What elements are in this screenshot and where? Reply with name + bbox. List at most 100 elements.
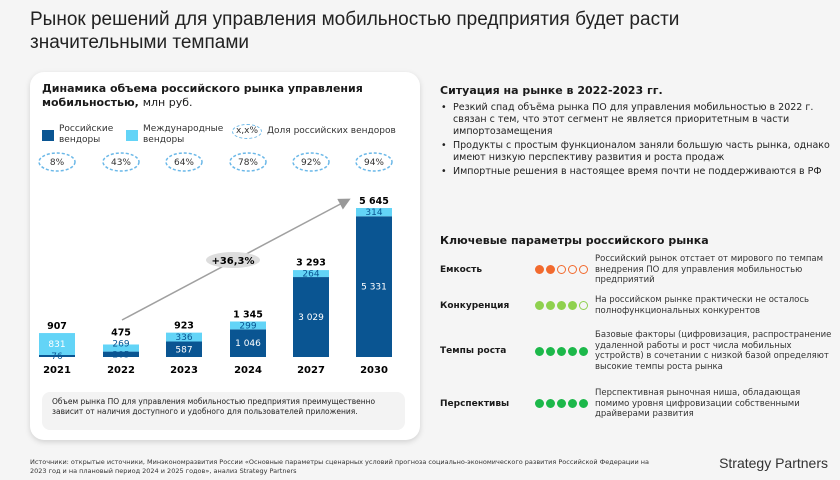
value-russian: 3 029 <box>298 313 324 323</box>
param-text: Перспективная рыночная ниша, обладающая … <box>595 388 801 419</box>
share-pill <box>102 152 140 172</box>
value-total: 3 293 <box>296 258 326 269</box>
bar-international <box>230 321 266 330</box>
param-rating <box>535 301 595 310</box>
share-pill <box>165 152 203 172</box>
value-russian: 76 <box>51 352 63 362</box>
rating-dot <box>568 346 577 356</box>
rating-dot <box>535 346 544 356</box>
param-rating <box>535 399 595 409</box>
param-row: Емкость Российский рынок отстает от миров… <box>440 254 835 286</box>
rating-dot <box>535 301 544 310</box>
rating-dot <box>546 346 555 356</box>
legend-international: Международные вендоры <box>143 124 224 145</box>
rating-dot <box>535 399 544 409</box>
value-total: 1 345 <box>233 309 263 320</box>
value-international: 831 <box>48 340 65 350</box>
share-pill <box>355 152 393 172</box>
bar-russian <box>166 341 202 357</box>
value-russian: 1 046 <box>235 339 261 349</box>
cagr-label: +36,3% <box>211 256 254 267</box>
value-total: 5 645 <box>359 196 389 207</box>
slide-title: Рынок решений для управления мобильность… <box>30 9 680 53</box>
bar-russian <box>230 329 266 357</box>
share-label: 92% <box>301 158 321 168</box>
rating-dot <box>568 265 577 275</box>
value-russian: 205 <box>112 350 129 360</box>
sources: Источники: открытые источники, Минэконом… <box>30 458 650 475</box>
year-label: 2021 <box>43 365 71 376</box>
rating-dot <box>579 301 588 310</box>
bar-russian <box>293 277 329 357</box>
param-label: Конкуренция <box>440 300 510 311</box>
rating-dot <box>579 265 588 275</box>
param-rating <box>535 265 595 275</box>
chart-note: Объем рынка ПО для управления мобильност… <box>42 392 405 430</box>
value-international: 299 <box>239 321 256 331</box>
cagr-badge <box>206 252 260 268</box>
situation-bullet: Продукты с простым функционалом заняли б… <box>440 140 835 164</box>
year-label: 2027 <box>297 365 325 376</box>
share-pill <box>292 152 330 172</box>
bar-russian <box>103 351 139 357</box>
year-label: 2024 <box>234 365 262 376</box>
rating-dot <box>568 399 577 409</box>
rating-dot <box>557 346 566 356</box>
value-international: 336 <box>175 333 192 343</box>
value-international: 314 <box>365 208 382 218</box>
param-text: Базовые факторы (цифровизация, распростр… <box>595 330 832 372</box>
param-label: Темпы роста <box>440 346 507 356</box>
situation-bullet: Резкий спад объёма рынка ПО для управлен… <box>440 102 835 138</box>
value-total: 907 <box>47 321 67 332</box>
logo: Strategy Partners <box>719 455 828 471</box>
param-text: На российском рынке практически не остал… <box>595 295 810 316</box>
chart-unit: млн руб. <box>142 96 193 109</box>
value-total: 923 <box>174 321 194 332</box>
rating-dot <box>557 301 566 310</box>
rating-dot <box>557 399 566 409</box>
value-total: 475 <box>111 327 131 338</box>
bar-international <box>356 208 392 217</box>
share-label: 64% <box>174 158 194 168</box>
value-international: 269 <box>112 339 129 349</box>
year-label: 2030 <box>360 365 388 376</box>
rating-dot <box>546 301 555 310</box>
bar-international <box>39 333 75 355</box>
legend-share: Доля российских вендоров <box>267 126 396 136</box>
rating-dot <box>546 399 555 409</box>
share-pill <box>229 152 267 172</box>
rating-dot <box>535 265 544 275</box>
bar-international <box>293 270 329 278</box>
chart-title: Динамика объема российского рынка управл… <box>42 82 363 109</box>
bar-russian <box>39 354 75 357</box>
share-label: 94% <box>364 158 384 168</box>
param-label: Перспективы <box>440 398 510 409</box>
params-title: Ключевые параметры российского рынка <box>440 234 709 247</box>
param-label: Емкость <box>440 264 483 275</box>
legend-swatch-russian <box>42 129 54 141</box>
year-label: 2023 <box>170 365 198 376</box>
situation-bullet: Импортные решения в настоящее время почт… <box>440 166 835 178</box>
share-label: 8% <box>50 158 65 168</box>
param-row: Темпы роста Базовые факторы (цифровизация… <box>440 330 835 372</box>
rating-dot <box>579 346 588 356</box>
value-international: 264 <box>302 270 319 280</box>
rating-dot <box>568 301 577 310</box>
rating-dot <box>557 265 566 275</box>
situation-list: Резкий спад объёма рынка ПО для управлен… <box>440 102 835 180</box>
year-label: 2022 <box>107 365 135 376</box>
chart-card: Динамика объема российского рынка управл… <box>30 72 420 440</box>
value-russian: 587 <box>175 345 192 355</box>
share-label: 78% <box>238 158 258 168</box>
param-row: Конкуренция На российском рынке практичес… <box>440 295 835 316</box>
param-rating <box>535 346 595 356</box>
bar-international <box>166 332 202 342</box>
legend-swatch-international <box>126 129 138 141</box>
bar-russian <box>356 216 392 357</box>
value-russian: 5 331 <box>361 283 387 293</box>
situation-title: Ситуация на рынке в 2022-2023 гг. <box>440 84 663 97</box>
share-pill <box>38 152 76 172</box>
param-row: Перспективы Перспективная рыночная ниша, … <box>440 388 835 420</box>
param-text: Российский рынок отстает от мирового по … <box>595 254 824 285</box>
